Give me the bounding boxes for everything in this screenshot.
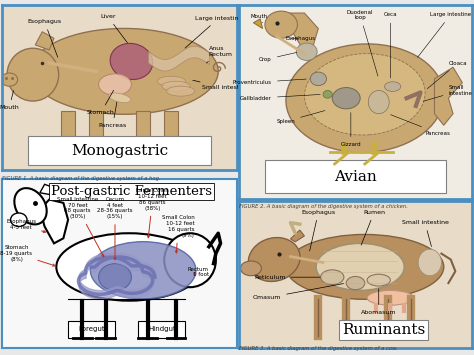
- Ellipse shape: [10, 213, 27, 226]
- Text: Large intestine: Large intestine: [418, 12, 471, 57]
- Ellipse shape: [316, 243, 404, 290]
- Text: Abomasum: Abomasum: [361, 289, 396, 315]
- Ellipse shape: [323, 91, 332, 98]
- Ellipse shape: [162, 81, 190, 91]
- Text: Pancreas: Pancreas: [391, 115, 450, 136]
- Text: Proventriculus: Proventriculus: [233, 79, 306, 85]
- Ellipse shape: [7, 48, 59, 101]
- FancyBboxPatch shape: [265, 160, 446, 193]
- Ellipse shape: [368, 91, 389, 114]
- Ellipse shape: [30, 28, 218, 114]
- Text: Gizzard: Gizzard: [340, 113, 361, 147]
- Text: Mouth: Mouth: [0, 91, 19, 110]
- Text: Post-gastric Fermenters: Post-gastric Fermenters: [51, 185, 212, 198]
- Text: Large Colon
10-12 feet
86 quarts
(38%): Large Colon 10-12 feet 86 quarts (38%): [136, 188, 169, 238]
- Ellipse shape: [1, 73, 18, 86]
- Ellipse shape: [157, 76, 185, 86]
- Polygon shape: [40, 200, 68, 244]
- Polygon shape: [291, 230, 304, 242]
- Text: Duodenal
loop: Duodenal loop: [347, 10, 378, 76]
- Text: Stomach: Stomach: [87, 90, 115, 115]
- FancyBboxPatch shape: [138, 321, 185, 338]
- Ellipse shape: [296, 43, 317, 60]
- Ellipse shape: [418, 249, 441, 276]
- Text: Reticulum: Reticulum: [255, 275, 320, 280]
- Text: Small Colon
10-12 feet
16 quarts
(9%): Small Colon 10-12 feet 16 quarts (9%): [162, 215, 195, 253]
- Text: Avian: Avian: [334, 170, 377, 184]
- FancyBboxPatch shape: [61, 111, 75, 141]
- Text: Anus
Rectum: Anus Rectum: [206, 46, 233, 63]
- Ellipse shape: [56, 233, 202, 301]
- Text: Small
intestine: Small intestine: [423, 85, 472, 101]
- Ellipse shape: [110, 43, 153, 80]
- Ellipse shape: [384, 82, 401, 92]
- Polygon shape: [40, 184, 54, 195]
- Ellipse shape: [265, 11, 298, 38]
- Ellipse shape: [240, 261, 262, 276]
- Text: Cecum
4 feet
28-36 quarts
(15%): Cecum 4 feet 28-36 quarts (15%): [97, 197, 133, 260]
- Text: Small intestine: Small intestine: [401, 220, 448, 246]
- Ellipse shape: [166, 86, 195, 96]
- Ellipse shape: [286, 44, 444, 152]
- Ellipse shape: [109, 93, 131, 103]
- Text: Rectum
1 foot: Rectum 1 foot: [188, 267, 209, 277]
- Text: Esophagus: Esophagus: [286, 36, 316, 41]
- Text: Pancreas: Pancreas: [99, 102, 127, 128]
- Text: FIGURE 3. A basic diagram of the digestive system of a cow.: FIGURE 3. A basic diagram of the digesti…: [239, 346, 398, 351]
- Text: Foregut: Foregut: [78, 326, 105, 332]
- Ellipse shape: [14, 188, 47, 224]
- Text: Large intestine: Large intestine: [185, 16, 242, 48]
- Ellipse shape: [248, 237, 300, 282]
- Polygon shape: [286, 13, 319, 60]
- Text: Monogastric: Monogastric: [71, 143, 168, 158]
- Text: Small intestine: Small intestine: [193, 80, 249, 91]
- Text: Gallbladder: Gallbladder: [240, 94, 320, 101]
- Text: FIGURE 2. A basic diagram of the digestive system of a chicken.: FIGURE 2. A basic diagram of the digesti…: [239, 204, 408, 209]
- Ellipse shape: [99, 263, 131, 290]
- Text: Esophagus
4-5 feet: Esophagus 4-5 feet: [6, 219, 46, 233]
- Text: Small Intestine
70 feet
68 quarts
(30%): Small Intestine 70 feet 68 quarts (30%): [57, 197, 104, 257]
- Polygon shape: [35, 32, 54, 50]
- FancyBboxPatch shape: [28, 136, 211, 165]
- Ellipse shape: [332, 88, 360, 109]
- Text: Cloaca: Cloaca: [428, 61, 467, 89]
- Ellipse shape: [91, 242, 196, 299]
- Ellipse shape: [320, 270, 344, 285]
- Text: Stomach
8-19 quarts
(8%): Stomach 8-19 quarts (8%): [0, 245, 55, 266]
- Text: Esophagus: Esophagus: [301, 210, 336, 251]
- Text: Rumen: Rumen: [361, 210, 385, 245]
- Ellipse shape: [367, 274, 390, 286]
- Text: FIGURE 1. A basic diagram of the digestive system of a hog.: FIGURE 1. A basic diagram of the digesti…: [2, 176, 161, 181]
- Text: Ruminants: Ruminants: [342, 323, 425, 337]
- Ellipse shape: [367, 290, 413, 305]
- Text: Liver: Liver: [100, 15, 128, 43]
- FancyBboxPatch shape: [136, 111, 150, 141]
- Polygon shape: [435, 67, 462, 125]
- Text: Omasum: Omasum: [253, 284, 344, 300]
- Polygon shape: [253, 19, 263, 28]
- Text: Ceca: Ceca: [383, 12, 397, 78]
- Text: Crop: Crop: [259, 53, 297, 62]
- FancyBboxPatch shape: [89, 111, 103, 141]
- Text: Hindgut: Hindgut: [148, 326, 176, 332]
- FancyBboxPatch shape: [164, 111, 178, 141]
- FancyBboxPatch shape: [68, 321, 115, 338]
- Ellipse shape: [99, 74, 131, 95]
- Ellipse shape: [346, 277, 365, 290]
- Text: Esophagus: Esophagus: [27, 19, 62, 57]
- Ellipse shape: [164, 233, 216, 287]
- Ellipse shape: [304, 54, 425, 135]
- Ellipse shape: [286, 234, 444, 299]
- Text: Spleen: Spleen: [276, 110, 325, 124]
- Text: Mouth: Mouth: [250, 15, 267, 23]
- Ellipse shape: [310, 72, 327, 86]
